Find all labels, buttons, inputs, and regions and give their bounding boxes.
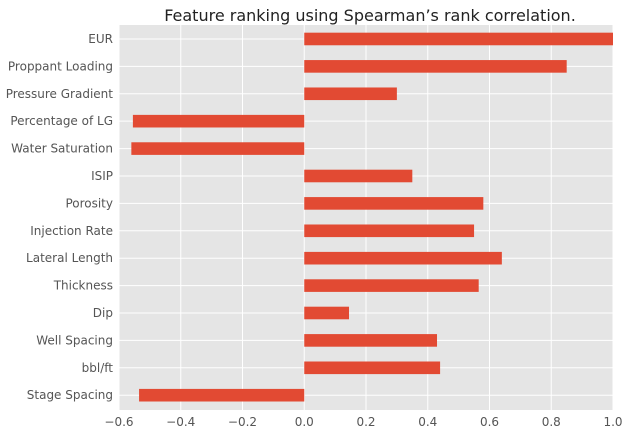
y-tick-label: ISIP	[91, 169, 113, 183]
bar	[304, 306, 350, 320]
x-tick-labels: −0.6 −0.4 −0.2 0.0 0.2 0.4 0.6 0.8 1.0	[104, 415, 622, 429]
y-tick-label: Thickness	[53, 279, 113, 293]
x-tick-label: 0.2	[356, 415, 375, 429]
x-tick-label: 0.0	[295, 415, 314, 429]
y-tick-label: EUR	[88, 32, 113, 46]
y-tick-label: Injection Rate	[30, 224, 113, 238]
y-tick-label: Well Spacing	[36, 333, 113, 347]
bar	[304, 197, 484, 210]
y-tick-labels: EUR Proppant Loading Pressure Gradient Perc…	[6, 32, 114, 402]
y-tick-label: Stage Spacing	[27, 388, 113, 402]
y-tick-label: Water Saturation	[11, 142, 113, 156]
bar	[304, 251, 502, 265]
x-tick-label: −0.6	[104, 415, 133, 429]
bars	[131, 32, 613, 402]
bar	[304, 32, 613, 46]
bar	[139, 388, 305, 402]
y-tick-label: Proppant Loading	[8, 59, 113, 73]
bar	[304, 361, 441, 375]
bar	[304, 60, 567, 73]
y-tick-label: Percentage of LG	[10, 114, 113, 128]
bar	[131, 142, 305, 155]
y-tick-label: Dip	[93, 306, 113, 320]
y-tick-label: bbl/ft	[82, 361, 114, 375]
bar	[304, 334, 438, 347]
bar	[304, 169, 413, 183]
bar	[304, 279, 479, 292]
chart-title: Feature ranking using Spearman’s rank co…	[164, 6, 576, 25]
x-tick-label: −0.4	[166, 415, 195, 429]
y-tick-label: Lateral Length	[26, 251, 113, 265]
y-tick-label: Pressure Gradient	[6, 87, 114, 101]
bar	[132, 114, 305, 128]
x-tick-label: 0.8	[542, 415, 561, 429]
bar	[304, 224, 475, 238]
x-tick-label: −0.2	[228, 415, 257, 429]
bar	[304, 87, 397, 101]
y-tick-label: Porosity	[65, 196, 113, 210]
x-tick-label: 1.0	[603, 415, 622, 429]
x-tick-label: 0.4	[418, 415, 437, 429]
x-tick-label: 0.6	[480, 415, 499, 429]
